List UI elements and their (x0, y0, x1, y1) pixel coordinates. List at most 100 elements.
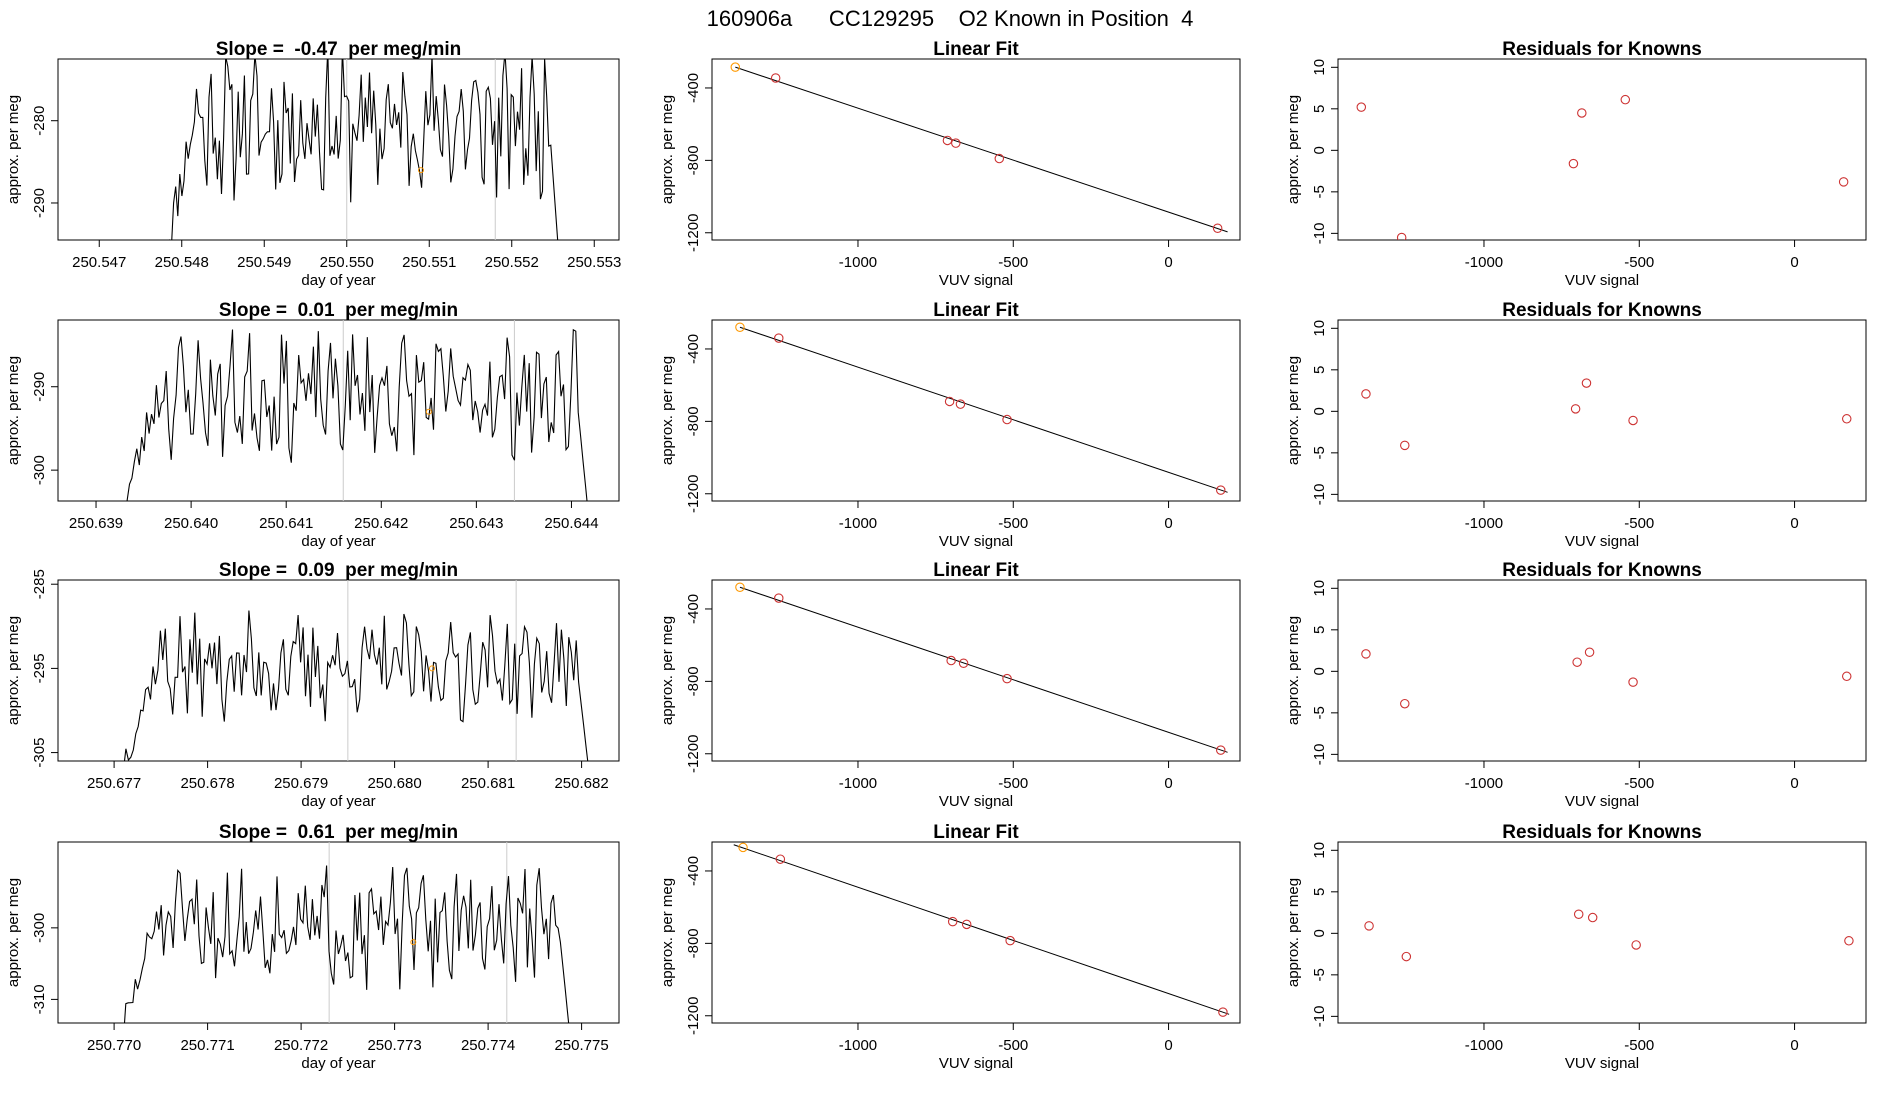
x-tick-label: -500 (1624, 1037, 1654, 1054)
data-layer (1361, 647, 1852, 709)
x-tick-label: -500 (998, 1037, 1028, 1054)
x-axis: -1000 -500 0 VUV signal (1465, 239, 1799, 289)
y-tick-label: -800 (685, 928, 702, 958)
panel-title: Linear Fit (933, 39, 1019, 60)
x-tick-label: 0 (1164, 254, 1172, 271)
y-axis: 10 5 0 -5 -10 approx. per meg (1285, 320, 1338, 505)
x-tick-label: 250.678 (180, 775, 234, 792)
y-tick-label: -10 (1311, 223, 1328, 245)
panel-row2-fit: Linear Fit -1000 -500 0 VUV signal -400 -800 -1… (659, 300, 1241, 550)
data-layer (735, 322, 1228, 495)
x-tick-label: 250.644 (544, 515, 598, 532)
x-tick-label: -500 (1624, 515, 1654, 532)
panel-title: Residuals for Knowns (1502, 39, 1702, 60)
y-axis-label: approx. per meg (1285, 95, 1302, 204)
y-tick-label: 5 (1311, 105, 1328, 113)
x-tick-label: 250.773 (367, 1037, 421, 1054)
residual-point (1572, 657, 1582, 667)
y-tick-label: -800 (685, 666, 702, 696)
x-tick-label: 0 (1790, 515, 1798, 532)
x-tick-label: 250.551 (402, 254, 456, 271)
plot-frame (57, 841, 620, 1024)
residual-point (1631, 940, 1641, 950)
y-tick-label: -400 (685, 856, 702, 886)
x-tick-label: 250.682 (554, 775, 608, 792)
residual-point (1628, 677, 1638, 687)
y-tick-label: 10 (1311, 580, 1328, 597)
panel-title: Linear Fit (933, 560, 1019, 581)
y-axis-label: approx. per meg (659, 95, 676, 204)
x-axis: 250.677 250.678 250.679 250.680 250.681 250.6… (87, 760, 609, 810)
x-axis: -1000 -500 0 VUV signal (839, 239, 1173, 289)
fit-data-point (735, 322, 745, 332)
y-tick-label: -280 (31, 106, 48, 136)
x-axis-label: day of year (301, 533, 375, 550)
residual-point (1587, 912, 1598, 923)
panel-row1-fit: Linear Fit -1000 -500 0 VUV signal -400 -800 -1… (659, 39, 1241, 289)
y-tick-label: -300 (31, 913, 48, 943)
panel-title: Linear Fit (933, 822, 1019, 843)
panel-row4-fit: Linear Fit -1000 -500 0 VUV signal -400 -800 -1… (659, 822, 1241, 1072)
x-tick-label: -500 (998, 515, 1028, 532)
y-tick-label: -400 (685, 594, 702, 624)
y-axis: -400 -800 -1200 approx. per meg (659, 73, 712, 252)
plot-frame (711, 319, 1241, 502)
panel-title: Residuals for Knowns (1502, 300, 1702, 321)
residual-point (1838, 177, 1849, 187)
y-tick-label: -10 (1311, 744, 1328, 766)
y-tick-label: -295 (31, 653, 48, 683)
fit-data-point (735, 582, 745, 592)
x-tick-label: 250.641 (259, 515, 313, 532)
x-tick-label: 250.639 (69, 515, 123, 532)
y-tick-label: 0 (1311, 407, 1328, 415)
y-axis: -400 -800 -1200 approx. per meg (659, 334, 712, 513)
y-tick-label: -800 (685, 145, 702, 175)
x-tick-label: 250.640 (164, 515, 218, 532)
data-trace-line (123, 865, 570, 1023)
x-axis: -1000 -500 0 VUV signal (1465, 1022, 1799, 1072)
y-axis-label: approx. per meg (5, 356, 22, 465)
x-axis: 250.639 250.640 250.641 250.642 250.643 250.6… (69, 500, 599, 550)
data-layer (168, 59, 559, 240)
x-tick-label: 250.550 (320, 254, 374, 271)
data-layer (1361, 378, 1852, 451)
fit-data-point (1212, 223, 1223, 233)
data-layer (126, 320, 588, 501)
panel-row3-residuals: Residuals for Knowns -1000 -500 0 VUV signal… (1285, 560, 1867, 810)
x-axis: -1000 -500 0 VUV signal (839, 760, 1173, 810)
panel-title: Slope = 0.09 per meg/min (219, 560, 458, 581)
x-axis-label: VUV signal (939, 793, 1013, 810)
fit-data-point (774, 333, 784, 343)
x-axis: -1000 -500 0 VUV signal (839, 500, 1173, 550)
y-tick-label: -400 (685, 73, 702, 103)
fit-data-point (961, 919, 972, 930)
residual-point (1568, 158, 1579, 169)
y-tick-label: 5 (1311, 888, 1328, 896)
residual-point (1844, 936, 1854, 946)
x-axis-label: VUV signal (1565, 793, 1639, 810)
panel-row2-residuals: Residuals for Knowns -1000 -500 0 VUV signal… (1285, 300, 1867, 550)
y-axis-label: approx. per meg (1285, 356, 1302, 465)
x-tick-label: -500 (998, 775, 1028, 792)
fit-data-point (955, 399, 966, 409)
y-tick-label: -305 (31, 738, 48, 768)
panel-row4-residuals: Residuals for Knowns -1000 -500 0 VUV signal… (1285, 822, 1867, 1072)
residual-point (1356, 102, 1367, 112)
x-tick-label: 250.679 (274, 775, 328, 792)
plot-frame (1337, 58, 1867, 241)
residual-point (1841, 671, 1852, 682)
panel-title: Residuals for Knowns (1502, 560, 1702, 581)
fit-data-point (942, 135, 953, 146)
x-tick-label: 250.681 (461, 775, 515, 792)
x-tick-label: 250.680 (367, 775, 421, 792)
x-tick-label: -500 (998, 254, 1028, 271)
x-axis-label: day of year (301, 793, 375, 810)
y-tick-label: 10 (1311, 320, 1328, 337)
x-tick-label: 250.772 (274, 1037, 328, 1054)
y-axis-label: approx. per meg (659, 878, 676, 987)
fit-data-point (1005, 935, 1015, 946)
